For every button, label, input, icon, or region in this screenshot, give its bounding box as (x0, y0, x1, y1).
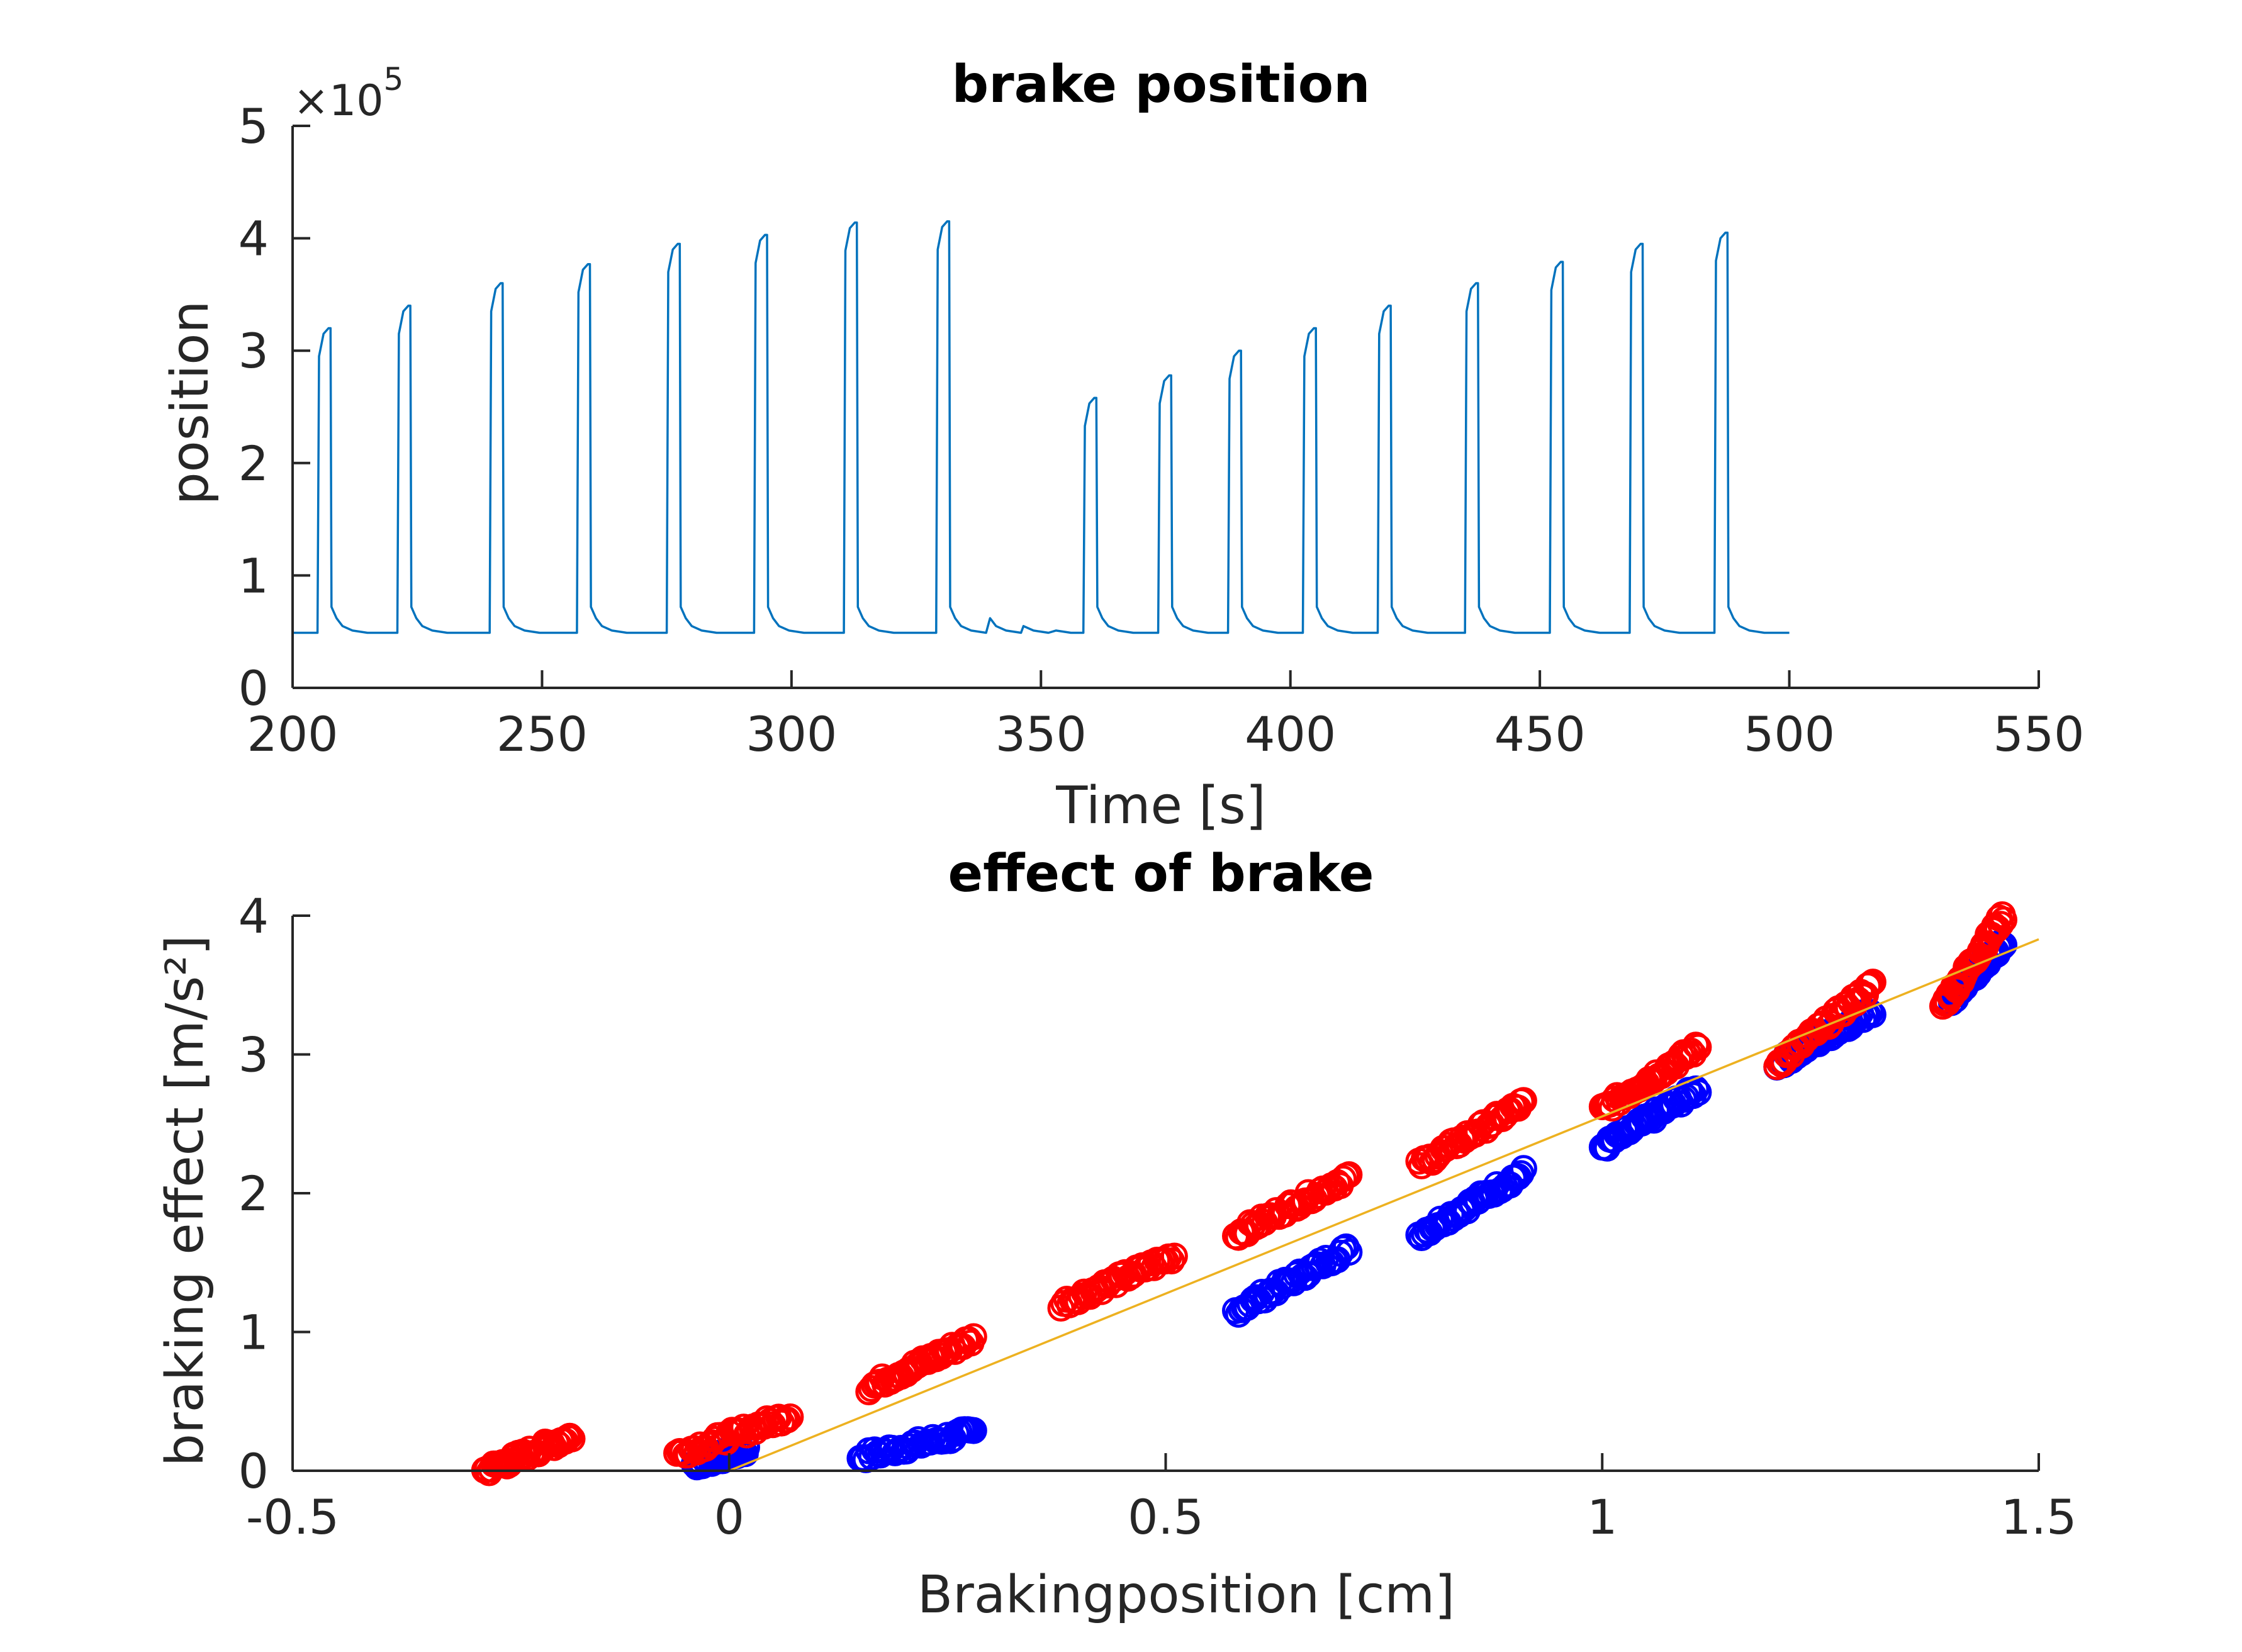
x-tick-label: 250 (496, 706, 588, 762)
y-axis-label: position (160, 301, 220, 505)
axes: 200 250 300 350 400 450 500 550 0 1 2 3 4 5 (238, 98, 2085, 762)
scatter-point (556, 1422, 583, 1450)
x-tick-label: 450 (1494, 706, 1586, 762)
x-tick-label: 1 (1587, 1489, 1617, 1545)
x-tick-label: -0.5 (246, 1489, 339, 1545)
scatter-markers (471, 901, 2017, 1486)
y-tick-label: 4 (238, 888, 269, 944)
x-tick-label: 400 (1245, 706, 1336, 762)
x-tick-label: 500 (1744, 706, 1835, 762)
chart-title: brake position (952, 55, 1370, 115)
x-tick-label: 200 (247, 706, 338, 762)
series-red (471, 901, 2017, 1486)
scatter-point (558, 1425, 586, 1453)
brake-position-chart: brake position ×105 200 250 300 350 400 450 50… (160, 55, 2085, 836)
series-line-brake-position (293, 220, 1790, 634)
fit-line (729, 938, 2039, 1472)
y-exponent: ×105 (293, 61, 403, 126)
scatter-point (1857, 970, 1884, 998)
chart-title: effect of brake (948, 844, 1374, 904)
scatter-point (1984, 914, 2011, 942)
x-tick-label: 350 (995, 706, 1087, 762)
scatter-point (1684, 1033, 1712, 1061)
scatter-point (1160, 1242, 1188, 1270)
y-tick-label: 1 (238, 1305, 269, 1361)
svg-text:×105: ×105 (293, 61, 403, 126)
plot-area (293, 220, 1790, 634)
scatter-point (1158, 1247, 1185, 1274)
y-tick-label: 2 (238, 1166, 269, 1222)
scatter-point (1335, 1239, 1363, 1266)
y-exponent-base: ×10 (293, 76, 384, 126)
scatter-point (1990, 906, 2017, 934)
x-axis-label: Brakingposition [cm] (917, 1565, 1455, 1625)
scatter-point (1330, 1165, 1357, 1193)
y-axis-label: braking effect [m/s²] (155, 935, 215, 1466)
x-tick-label: 0 (714, 1489, 744, 1545)
y-tick-label: 2 (238, 435, 269, 492)
scatter-point (1682, 1075, 1710, 1103)
scatter-point (1510, 1087, 1537, 1115)
x-tick-label: 550 (1993, 706, 2084, 762)
scatter-point (1987, 911, 2014, 938)
x-tick-label: 0.5 (1128, 1489, 1204, 1545)
y-tick-label: 1 (238, 548, 269, 604)
scatter-point (1335, 1161, 1363, 1189)
scatter-point (960, 1417, 987, 1444)
x-axis-label: Time [s] (1055, 776, 1265, 836)
x-tick-label: 1.5 (2001, 1489, 2077, 1545)
fit-line-segment (729, 938, 2039, 1472)
y-tick-label: 0 (238, 1443, 269, 1499)
y-tick-label: 0 (238, 660, 269, 716)
x-tick-label: 300 (746, 706, 837, 762)
scatter-point (1859, 969, 1886, 996)
y-exponent-power: 5 (384, 61, 404, 98)
scatter-point (896, 1433, 923, 1461)
scatter-point (1682, 1031, 1710, 1059)
y-tick-label: 4 (238, 211, 269, 267)
scatter-point (1326, 1239, 1354, 1267)
scatter-point (1684, 1079, 1712, 1106)
scatter-point (1510, 1155, 1537, 1183)
scatter-point (960, 1323, 987, 1351)
y-tick-label: 3 (238, 323, 269, 379)
y-tick-label: 3 (238, 1027, 269, 1083)
y-tick-label: 5 (238, 98, 269, 154)
scatter-point (776, 1403, 804, 1430)
scatter-point (773, 1406, 801, 1434)
